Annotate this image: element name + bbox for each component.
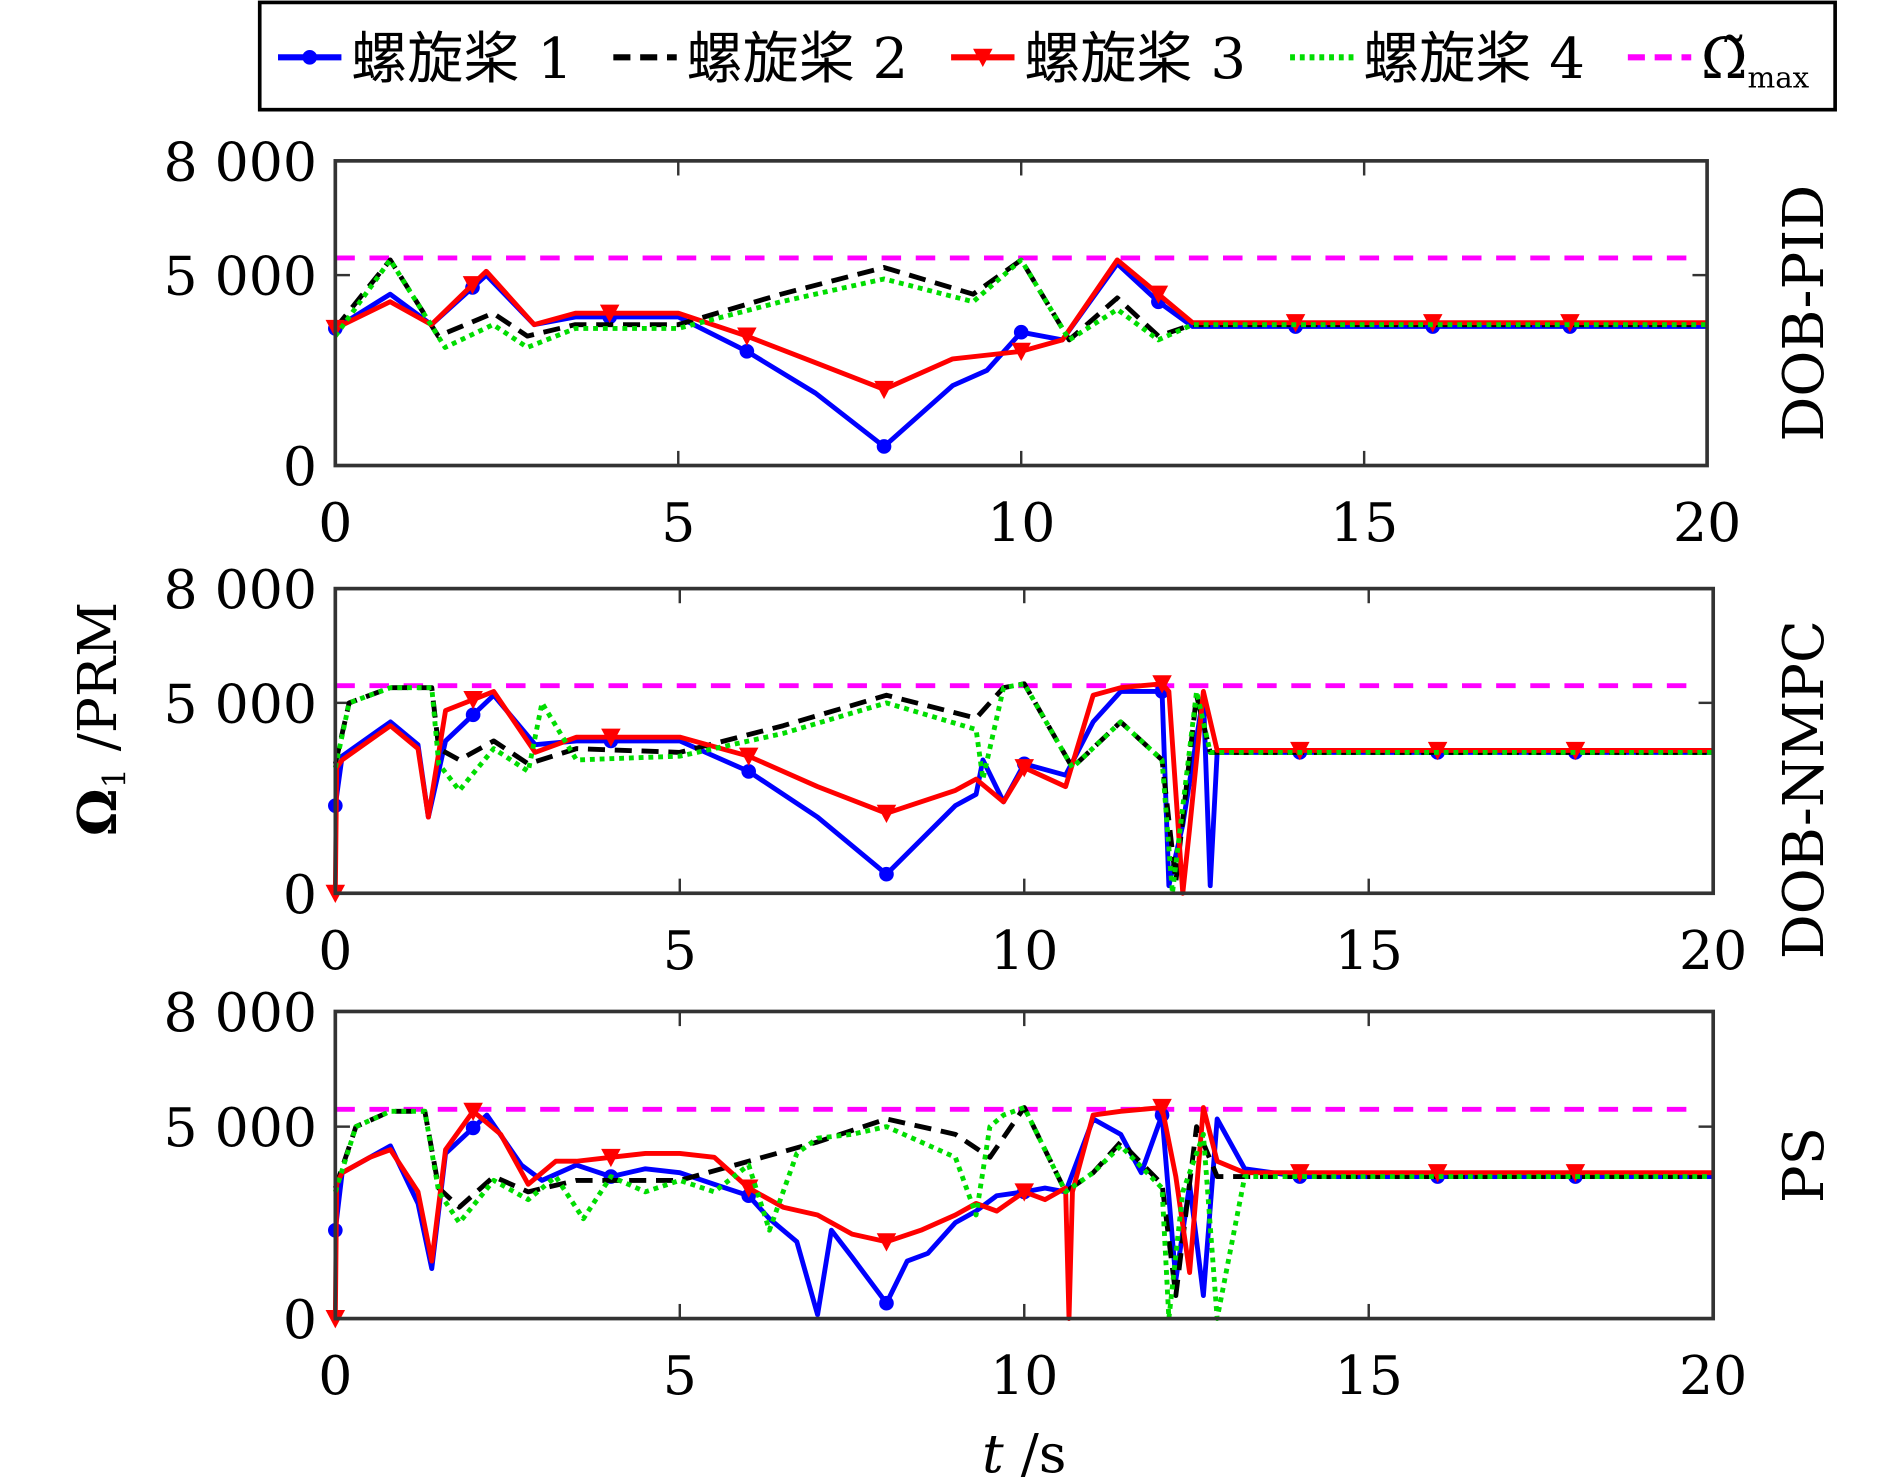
series-marker xyxy=(463,1102,483,1122)
legend-marker-triangle xyxy=(973,48,993,68)
x-tick-label: 15 xyxy=(1335,919,1403,982)
y-tick-label: 5 000 xyxy=(163,245,317,308)
legend-entry-1: 螺旋桨 1 xyxy=(278,27,573,92)
x-tick-label: 0 xyxy=(318,919,352,982)
legend-entry-2: 螺旋桨 2 xyxy=(613,27,908,92)
series-marker xyxy=(1152,1098,1172,1118)
series-marker xyxy=(737,327,757,346)
series-marker xyxy=(1014,1183,1035,1202)
series-marker xyxy=(879,866,894,882)
series-marker xyxy=(1427,1164,1448,1183)
x-tick-label: 5 xyxy=(661,491,695,554)
series-line-2 xyxy=(333,257,1708,343)
series-marker xyxy=(874,380,894,400)
legend-label: 螺旋桨 3 xyxy=(1024,27,1246,92)
x-tick-label: 20 xyxy=(1673,491,1741,554)
series-marker xyxy=(601,1148,621,1168)
y-tick-label: 0 xyxy=(283,1288,317,1351)
panel-ps: 0 5 10 15 20 0 5 000 8 000 PS xyxy=(163,981,1836,1407)
series-marker xyxy=(599,304,620,323)
axes-frame xyxy=(333,1009,1716,1321)
series-marker xyxy=(465,707,481,723)
series-marker xyxy=(1560,314,1580,333)
series-marker xyxy=(601,728,621,747)
y-tick-label: 8 000 xyxy=(163,558,317,621)
x-tick-label: 10 xyxy=(990,1344,1058,1407)
panel-title: DOB-NMPC xyxy=(1772,620,1837,959)
plot-area xyxy=(335,160,1708,466)
y-axis-label: Ω1 /PRM xyxy=(66,602,134,836)
series-marker xyxy=(1011,342,1031,362)
series-marker xyxy=(1290,1164,1310,1183)
y-tick-label: 5 000 xyxy=(163,1096,317,1159)
series-marker xyxy=(1565,741,1586,761)
series-line-3 xyxy=(332,681,1714,896)
x-tick-label: 20 xyxy=(1679,1344,1747,1407)
series-marker xyxy=(1013,324,1029,340)
series-line-4 xyxy=(332,681,1714,896)
legend-label: Ω̃max xyxy=(1701,27,1810,95)
legend: 螺旋桨 1 螺旋桨 2 螺旋桨 3 螺旋桨 4 Ω̃max xyxy=(257,0,1837,112)
panel-title: PS xyxy=(1772,1127,1837,1203)
axes-frame xyxy=(333,159,1709,468)
series-marker xyxy=(1565,1164,1586,1183)
y-tick-label: 0 xyxy=(283,435,317,498)
legend-entry-3: 螺旋桨 3 xyxy=(951,27,1246,92)
series-marker xyxy=(876,439,892,454)
legend-label: 螺旋桨 2 xyxy=(686,27,908,92)
x-tick-label: 15 xyxy=(1330,491,1398,554)
panel-dob-nmpc: 0 5 10 15 20 0 5 000 8 000 DOB-NMPC xyxy=(163,558,1836,982)
series-line-3 xyxy=(332,1105,1714,1322)
series-marker xyxy=(1152,675,1172,694)
legend-label: 螺旋桨 4 xyxy=(1363,27,1585,92)
series-line-4 xyxy=(333,257,1708,350)
series-marker xyxy=(879,1295,894,1311)
series-marker xyxy=(1148,285,1169,304)
series-line-4 xyxy=(332,1105,1714,1322)
y-tick-label: 5 000 xyxy=(163,672,317,735)
series-marker xyxy=(876,804,897,824)
x-tick-label: 10 xyxy=(987,491,1055,554)
x-tick-label: 10 xyxy=(990,919,1058,982)
plot-area xyxy=(335,1011,1714,1319)
legend-label: 螺旋桨 1 xyxy=(351,27,573,92)
y-tick-label: 0 xyxy=(283,863,317,926)
x-tick-label: 0 xyxy=(318,491,352,554)
series-marker xyxy=(462,276,483,295)
series-marker xyxy=(463,691,483,710)
series-marker xyxy=(738,747,759,766)
y-tick-label: 8 000 xyxy=(163,981,317,1044)
panel-title: DOB-PID xyxy=(1772,185,1837,442)
panel-dob-pid: 0 5 10 15 20 0 5 000 8 000 DOB-PID xyxy=(163,130,1836,554)
x-tick-label: 5 xyxy=(663,919,697,982)
series-marker xyxy=(465,1120,481,1136)
x-tick-label: 5 xyxy=(663,1344,697,1407)
x-tick-label: 0 xyxy=(318,1344,352,1407)
axes-frame xyxy=(333,586,1716,896)
plot-area xyxy=(335,588,1714,894)
legend-entry-5: Ω̃max xyxy=(1627,27,1810,95)
series-marker xyxy=(1014,759,1035,778)
series-marker xyxy=(741,764,756,779)
series-marker xyxy=(739,343,755,359)
legend-marker-circle xyxy=(302,49,318,65)
series-marker xyxy=(876,1233,897,1252)
x-tick-label: 15 xyxy=(1335,1344,1403,1407)
x-axis-label: t /s xyxy=(982,1422,1066,1477)
legend-box xyxy=(257,0,1837,112)
x-tick-label: 20 xyxy=(1679,919,1747,982)
legend-entry-4: 螺旋桨 4 xyxy=(1290,27,1585,92)
series-line-2 xyxy=(332,681,1714,885)
y-tick-label: 8 000 xyxy=(163,130,317,193)
